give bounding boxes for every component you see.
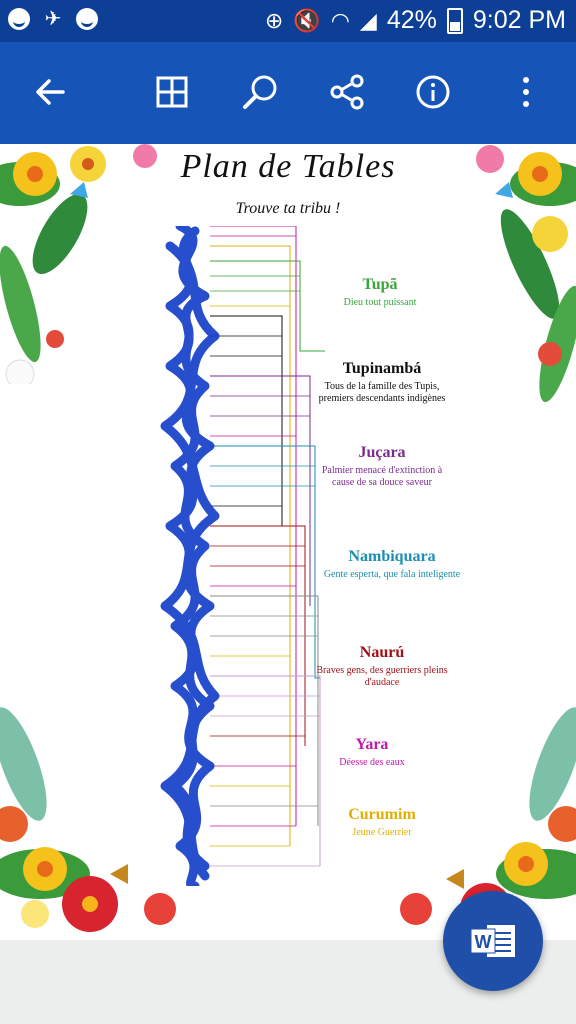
bird-notification-icon: ✈ <box>44 8 62 30</box>
tribe-description: Tous de la famille des Tupis, premiers d… <box>318 381 446 404</box>
add-circle-icon: ⊕ <box>264 7 284 33</box>
wifi-icon: ◠ <box>330 7 350 33</box>
search-icon[interactable] <box>238 70 282 114</box>
tribe-name: Nambiquara <box>348 548 436 565</box>
redaction-scribble <box>160 226 220 886</box>
tribe-name: Tupã <box>362 276 398 293</box>
tribe-name: Juçara <box>358 444 406 461</box>
tropical-flowers-decoration <box>0 144 157 384</box>
more-vert-icon[interactable] <box>504 70 548 114</box>
tribe-description: Jeune Guerrier <box>352 827 412 838</box>
toolbar <box>0 42 576 144</box>
tribe-label: Yara Déesse des eaux <box>302 736 442 769</box>
back-arrow-icon[interactable] <box>28 70 72 114</box>
word-logo-letter: W <box>475 932 492 952</box>
battery-icon <box>446 7 463 34</box>
grid-view-icon[interactable] <box>150 70 194 114</box>
share-icon[interactable] <box>325 70 369 114</box>
mute-icon: 🔇 <box>293 7 321 33</box>
tribe-description: Gente esperta, que fala inteligente <box>323 569 461 580</box>
open-in-word-button[interactable]: W <box>443 891 543 991</box>
tribe-name: Yara <box>355 736 389 753</box>
tribe-description: Dieu tout puissant <box>343 297 417 308</box>
document-subtitle: Trouve ta tribu ! <box>235 200 341 217</box>
tribe-label: Juçara Palmier menacé d'extinction à cau… <box>312 444 452 489</box>
tropical-flowers-decoration <box>476 145 576 403</box>
tribe-name: Naurú <box>359 644 405 661</box>
document-title: Plan de Tables <box>180 148 396 185</box>
document-page[interactable]: Plan de Tables Trouve ta tribu ! <box>0 144 576 940</box>
word-app-icon: W <box>470 925 515 957</box>
notification-icon <box>76 8 98 30</box>
tribe-name: Curumim <box>348 806 416 823</box>
tribe-name: Tupinambá <box>342 360 422 377</box>
tropical-flowers-decoration <box>0 707 176 932</box>
tribe-description: Déesse des eaux <box>339 757 405 768</box>
tribe-label: Tupã Dieu tout puissant <box>310 276 450 309</box>
tribe-description: Palmier menacé d'extinction à cause de s… <box>321 465 443 488</box>
signal-icon: ◢ <box>359 7 377 33</box>
battery-percent: 42% <box>386 6 437 34</box>
tribe-description: Braves gens, des guerriers pleins d'auda… <box>316 665 448 688</box>
tribe-label: Tupinambá Tous de la famille des Tupis, … <box>312 360 452 405</box>
seating-tree-diagram <box>160 226 325 886</box>
notification-icon <box>8 8 30 30</box>
status-bar: ✈ ⊕ 🔇 ◠ ◢ 42% 9:02 PM <box>0 0 576 42</box>
tribe-label: Curumim Jeune Guerrier <box>312 806 452 839</box>
tribe-label: Nambiquara Gente esperta, que fala intel… <box>322 548 462 581</box>
tribe-label: Naurú Braves gens, des guerriers pleins … <box>312 644 452 689</box>
clock: 9:02 PM <box>472 6 566 34</box>
info-icon[interactable] <box>411 70 455 114</box>
